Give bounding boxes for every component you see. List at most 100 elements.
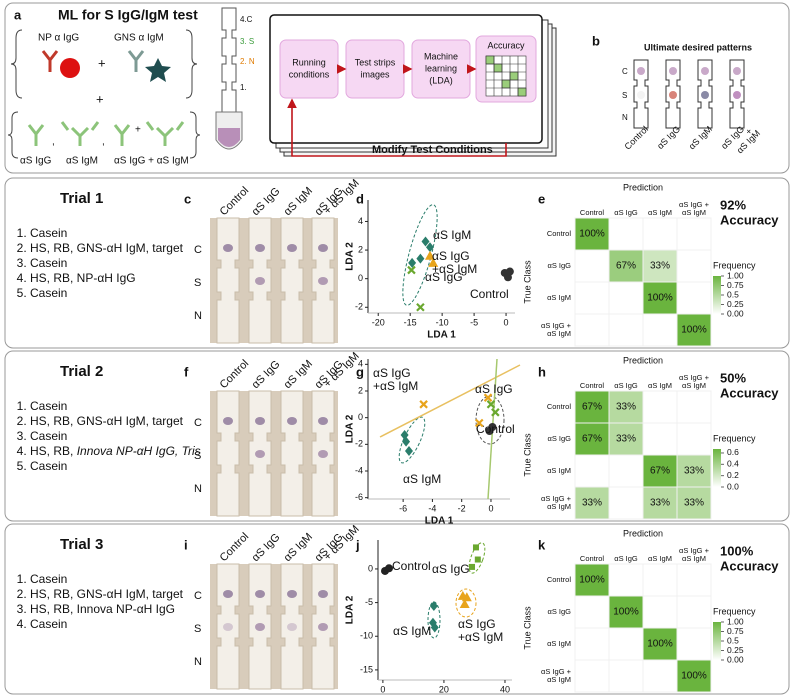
photo-dot xyxy=(255,590,265,598)
x-axis-label: LDA 1 xyxy=(427,330,456,341)
colorbar-tick-label: 0.2 xyxy=(727,470,739,480)
target-label: αS IgG xyxy=(20,156,52,167)
x-axis-label: LDA 1 xyxy=(425,516,454,527)
empty-cell xyxy=(642,217,678,251)
protocol-step: Casein xyxy=(30,256,205,271)
point xyxy=(421,236,430,247)
true-class: Control xyxy=(547,402,572,411)
true-class: αS IgG xyxy=(547,261,571,270)
cell-label: 100% xyxy=(647,639,673,650)
protocol-step: HS, RB, Innova NP-αH IgG, Tris xyxy=(30,444,205,459)
row-label: N xyxy=(194,656,202,668)
protocol-step: HS, RB, NP-αH IgG xyxy=(30,271,205,286)
cell-label: 100% xyxy=(681,325,707,336)
empty-cell xyxy=(642,563,678,597)
panel-letter: c xyxy=(184,191,191,206)
brace xyxy=(7,111,19,159)
cluster-label: +αS IgM xyxy=(458,630,503,644)
row-label: N xyxy=(194,310,202,322)
empty-cell xyxy=(676,217,712,251)
colorbar-title: Frequency xyxy=(713,606,756,616)
protocol-step: HS, RB, GNS-αH IgM, target xyxy=(30,241,205,256)
point xyxy=(469,563,476,570)
cell-label: 33% xyxy=(616,402,636,413)
photo-dot xyxy=(318,450,328,458)
flow-label: Machine xyxy=(424,51,458,61)
panel-letter: e xyxy=(538,191,545,206)
photo-dot xyxy=(287,244,297,252)
y-tick-label: -6 xyxy=(355,492,363,502)
cell-label: 67% xyxy=(650,466,670,477)
cluster-ellipse xyxy=(427,601,441,639)
nanostar-icon xyxy=(145,58,171,82)
empty-cell xyxy=(574,454,610,488)
x-tick-label: -10 xyxy=(436,317,449,327)
cluster-label: αS IgG xyxy=(458,617,496,631)
matrix-y-label: True Class xyxy=(522,433,532,477)
protocol-step: Casein xyxy=(30,617,205,632)
x-tick-label: -4 xyxy=(428,503,436,513)
flow-label: Running xyxy=(292,57,326,67)
matrix-cell xyxy=(608,595,644,629)
colorbar-title: Frequency xyxy=(713,260,756,270)
predicted-class: Control xyxy=(580,381,605,390)
panel-letter: g xyxy=(356,364,364,379)
matrix-title: Prediction xyxy=(623,355,663,365)
cluster-ellipse xyxy=(468,542,486,574)
strip-label: 1. xyxy=(240,83,247,92)
point xyxy=(402,436,411,447)
predicted-class: Control xyxy=(580,554,605,563)
matrix-cell xyxy=(642,486,678,520)
matrix-cell xyxy=(608,422,644,456)
nanoparticle-icon xyxy=(60,58,80,78)
photo-dot xyxy=(255,450,265,458)
cell-label: 100% xyxy=(579,229,605,240)
true-class: Control xyxy=(547,575,572,584)
photo-dot xyxy=(287,623,297,631)
point xyxy=(425,242,434,253)
predicted-class: αS IgM xyxy=(682,554,706,563)
panel-border xyxy=(4,2,790,174)
predicted-class: αS IgG + xyxy=(679,200,710,209)
protocol-step: Casein xyxy=(30,572,205,587)
row-label: N xyxy=(194,483,202,495)
column-label: αS IgG xyxy=(250,185,283,218)
empty-cell xyxy=(608,563,644,597)
cell-label: 100% xyxy=(579,575,605,586)
protocol-list: CaseinHS, RB, GNS-αH IgM, targetCaseinHS… xyxy=(8,226,205,301)
control-dot xyxy=(733,67,741,75)
signal-dot xyxy=(701,91,709,99)
empty-cell xyxy=(608,486,644,520)
photo-strip xyxy=(216,563,240,690)
cell-label: 100% xyxy=(681,671,707,682)
true-class: αS IgM xyxy=(547,466,571,475)
protocol-list: CaseinHS, RB, GNS-αH IgM, targetCaseinHS… xyxy=(8,399,205,474)
comma: , xyxy=(102,137,105,148)
protocol-step: HS, RB, GNS-αH IgM, target xyxy=(30,414,205,429)
colorbar-tick-label: 0.6 xyxy=(727,447,739,457)
y-tick-label: -4 xyxy=(355,465,363,475)
reagent-label: NP α IgG xyxy=(38,33,79,44)
protocol-step: Casein xyxy=(30,429,205,444)
brace xyxy=(189,111,201,159)
empty-cell xyxy=(608,281,644,315)
antibody-icon xyxy=(41,50,59,72)
plus: + xyxy=(135,125,141,136)
point xyxy=(407,265,416,275)
strip-label: 2. N xyxy=(240,57,255,66)
predicted-class: Control xyxy=(580,208,605,217)
target-label: αS IgG + αS IgM xyxy=(114,156,189,167)
accuracy-label: Accuracy xyxy=(720,385,779,400)
panel-letter: i xyxy=(184,537,188,552)
cluster-label: +αS IgM xyxy=(432,262,477,276)
panel-border xyxy=(4,177,790,349)
cluster-ellipse xyxy=(398,416,426,464)
empty-cell xyxy=(608,627,644,661)
cluster-label: αS IgG xyxy=(432,249,470,263)
protocol-step: Casein xyxy=(30,286,205,301)
row-label: C xyxy=(194,417,202,429)
y-tick-label: -15 xyxy=(360,664,373,674)
empty-cell xyxy=(676,249,712,283)
point xyxy=(430,622,439,633)
empty-cell xyxy=(642,313,678,347)
